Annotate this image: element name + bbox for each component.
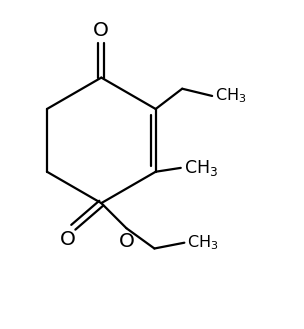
Text: O: O [119,232,134,251]
Text: O: O [93,21,109,40]
Text: O: O [60,230,75,249]
Text: CH$_3$: CH$_3$ [187,233,219,252]
Text: CH$_3$: CH$_3$ [184,158,218,178]
Text: CH$_3$: CH$_3$ [215,87,247,105]
